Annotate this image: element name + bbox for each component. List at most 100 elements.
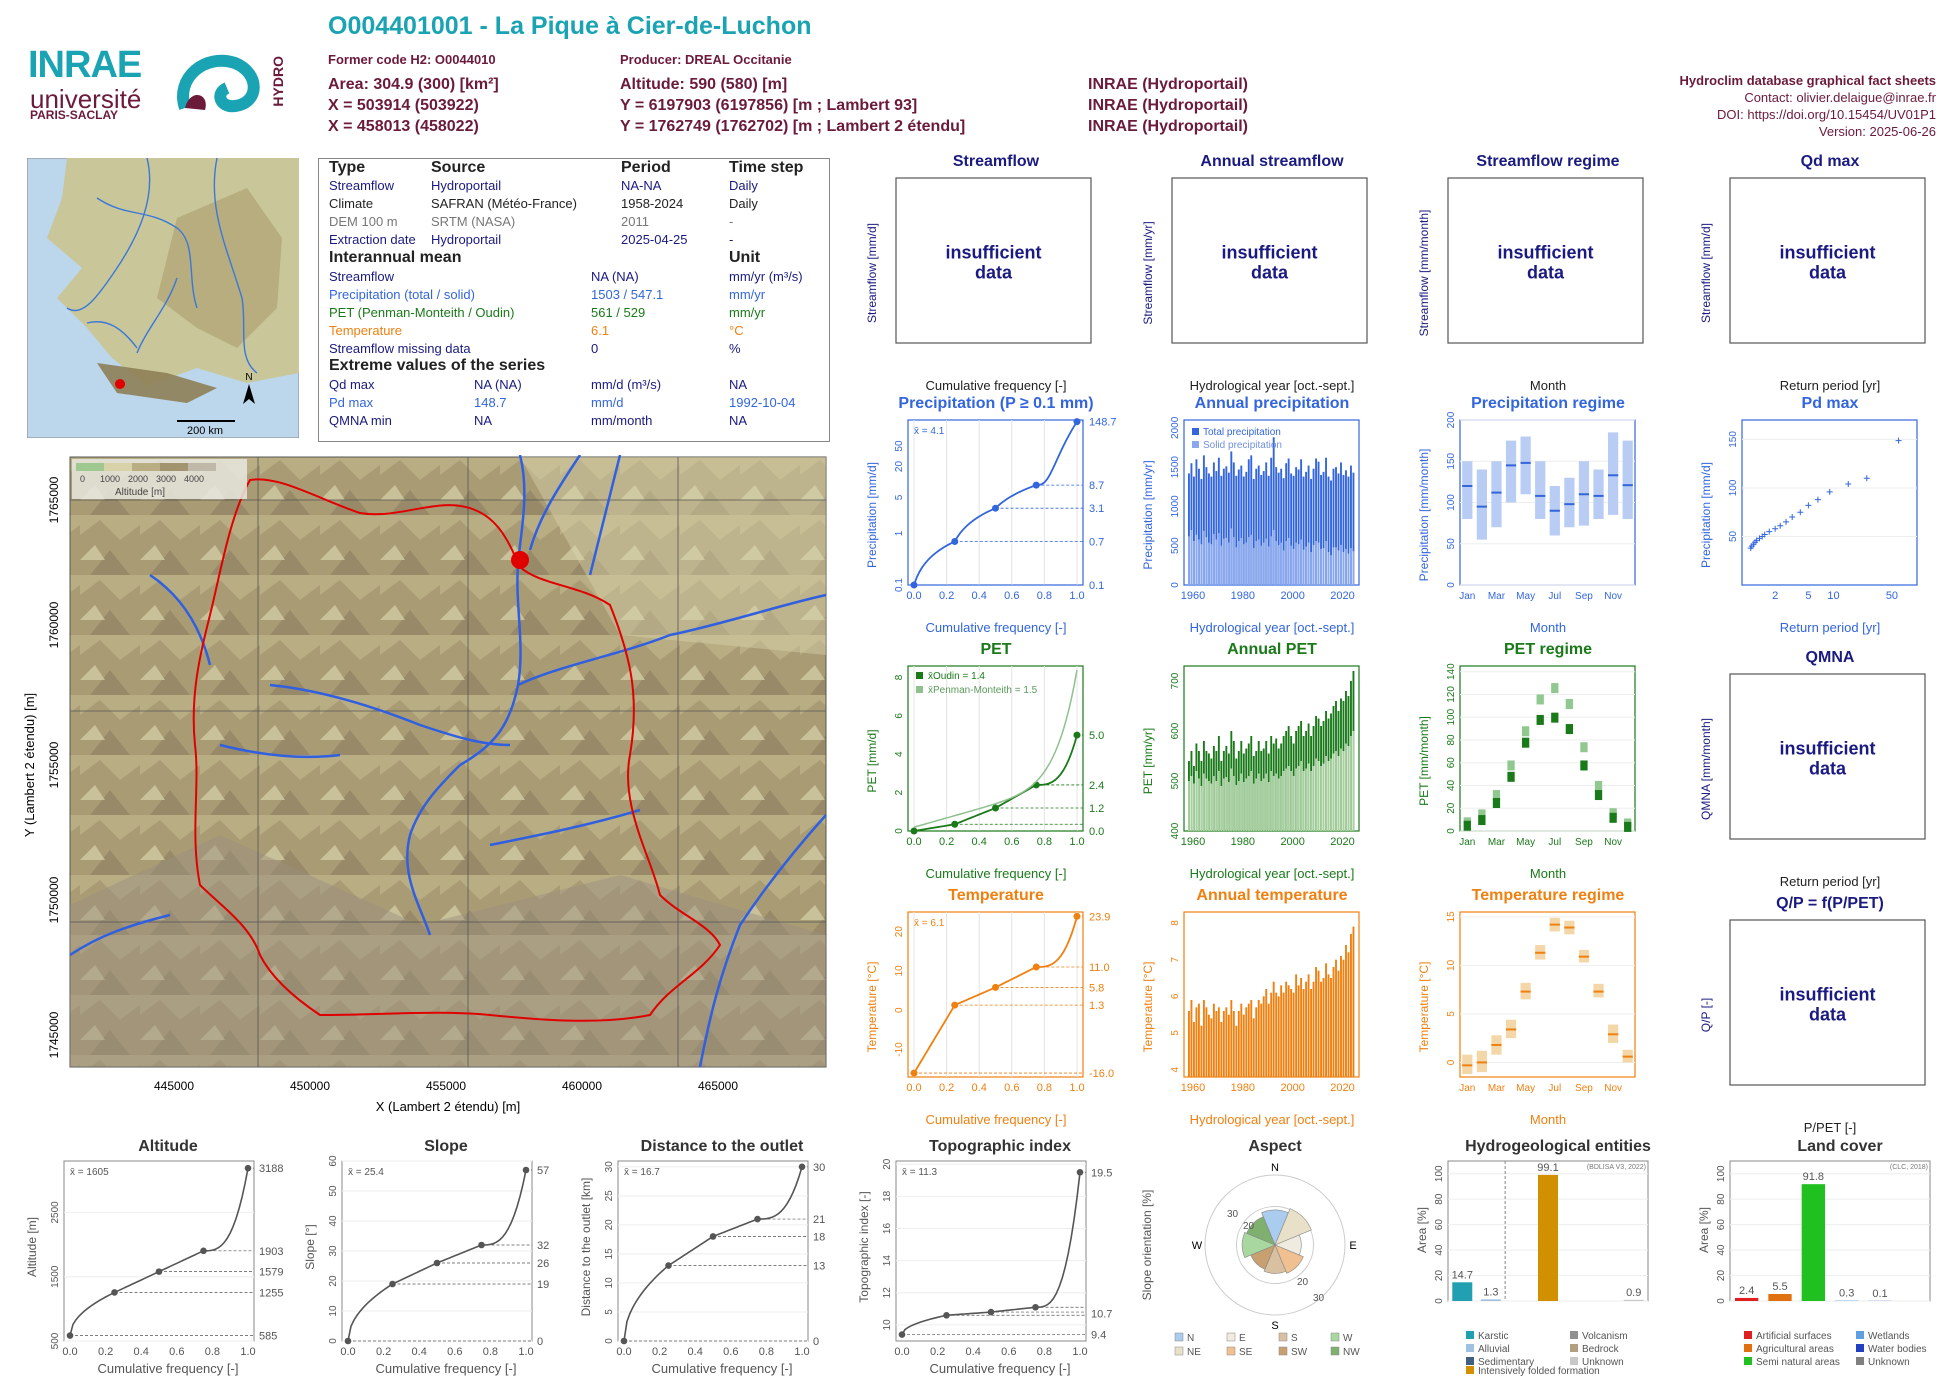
qmna-xlabel: Return period [yr] bbox=[1780, 874, 1880, 889]
topo-rtick: 9.4 bbox=[1091, 1330, 1106, 1342]
topo-xtick: 1.0 bbox=[1072, 1346, 1087, 1358]
pet-legend-2: x̄Penman-Monteith = 1.5 bbox=[928, 685, 1038, 696]
annual_pet-bar bbox=[1197, 778, 1200, 831]
annual_precip-bar bbox=[1287, 458, 1290, 585]
annual_precip-bar bbox=[1257, 539, 1260, 585]
precip_regime-xtick: Jan bbox=[1459, 591, 1475, 602]
annual_temperature-bar bbox=[1312, 981, 1315, 1077]
annual_temperature-chart: Annual temperature Temperature [°C] Hydrol… bbox=[1141, 887, 1360, 1127]
annual_pet-bar bbox=[1292, 776, 1295, 831]
svg-text:Y (Lambert 2 étendu) [m]: Y (Lambert 2 étendu) [m] bbox=[22, 693, 37, 837]
annual_temperature-bar bbox=[1325, 963, 1327, 1077]
hydrogeo-bar bbox=[1538, 1174, 1558, 1301]
annual_pet-bar bbox=[1325, 756, 1327, 831]
topo-ytick: 16 bbox=[882, 1223, 893, 1235]
distance-ytick: 10 bbox=[604, 1277, 615, 1289]
annual_precip-bar bbox=[1300, 459, 1303, 585]
svg-text:Altitude [m]: Altitude [m] bbox=[115, 487, 165, 498]
precip-regime-box bbox=[1535, 461, 1546, 519]
annual_pet-bar bbox=[1287, 766, 1290, 831]
paris-saclay-logo: PARIS-SACLAY bbox=[30, 108, 119, 122]
slope-point bbox=[389, 1280, 396, 1288]
hydrogeo-source: (BDLISA V3, 2022) bbox=[1587, 1164, 1646, 1171]
annual_precip-bar bbox=[1325, 457, 1327, 585]
annual_precip-bar bbox=[1242, 476, 1245, 585]
annual_pet-bar bbox=[1257, 773, 1260, 831]
distance-chart: Distance to the outlet Distance to the ou… bbox=[579, 1138, 825, 1376]
pd-max-xtick: 2 bbox=[1772, 590, 1778, 602]
annual_precip-chart: Annual precipitation Precipitation [mm/yr… bbox=[1141, 395, 1360, 635]
annual_precip-bar bbox=[1345, 470, 1347, 585]
streamflow-chart: Streamflow Streamflow [mm/d] Cumulative fr… bbox=[865, 153, 1092, 393]
landcover-ytick: 80 bbox=[1716, 1193, 1727, 1205]
annual_temperature-bar bbox=[1255, 1007, 1258, 1077]
annual_precip-bar bbox=[1190, 530, 1193, 585]
annual_precip-bar bbox=[1262, 471, 1265, 585]
slope-point bbox=[478, 1241, 485, 1249]
pd-max-point bbox=[1789, 514, 1796, 521]
inrae-logo: INRAE bbox=[28, 44, 142, 86]
annual_streamflow-note-1: insufficient bbox=[1221, 243, 1317, 263]
annual_precip-bar bbox=[1235, 475, 1238, 585]
qd_max-ylabel: Streamflow [mm/d] bbox=[1699, 223, 1713, 323]
annual_precip-bar bbox=[1195, 534, 1198, 585]
annual_pet-xtick: 1960 bbox=[1181, 836, 1205, 848]
slope-rtick: 57 bbox=[537, 1165, 549, 1177]
annual_pet-bar bbox=[1322, 763, 1325, 831]
svg-text:1745000: 1745000 bbox=[47, 1011, 61, 1058]
former-code: Former code H2: O0044010 bbox=[328, 52, 496, 67]
annual_precip-bar bbox=[1332, 547, 1335, 585]
precip_regime-ytick: 150 bbox=[1446, 452, 1457, 469]
annual_temperature-bar bbox=[1330, 978, 1332, 1077]
landcover-legend: Water bodies bbox=[1868, 1344, 1927, 1355]
annual_precip-bar bbox=[1215, 539, 1218, 585]
temperature_regime-xtick: Nov bbox=[1604, 1083, 1622, 1094]
slope-rtick: 0 bbox=[537, 1336, 543, 1348]
y-lambert2e: Y = 1762749 (1762702) [m ; Lambert 2 éte… bbox=[620, 118, 966, 135]
landcover-value: 2.4 bbox=[1739, 1285, 1754, 1297]
annual_precip-bar bbox=[1257, 465, 1260, 585]
annual_precip-bar bbox=[1205, 537, 1208, 585]
annual_pet-bar bbox=[1217, 771, 1220, 831]
distance-rtick: 21 bbox=[813, 1214, 825, 1226]
temperature_regime-ytick: 10 bbox=[1446, 959, 1457, 971]
precip-regime-box bbox=[1491, 461, 1502, 528]
slope-ytick: 30 bbox=[328, 1245, 339, 1257]
aspect-sector-S bbox=[1263, 1244, 1287, 1274]
annual_precip-bar bbox=[1295, 542, 1298, 585]
svg-text:4000: 4000 bbox=[184, 474, 204, 484]
temperature_regime-xtick: Mar bbox=[1488, 1083, 1506, 1094]
precip-ytick: 50 bbox=[894, 440, 905, 452]
annual_precip-bar bbox=[1347, 476, 1350, 585]
pet-rtick: 5.0 bbox=[1089, 730, 1104, 742]
pet_regime-ytick: 100 bbox=[1446, 708, 1457, 725]
precip-regime-box bbox=[1520, 436, 1531, 495]
annual_precip-bar bbox=[1322, 471, 1325, 585]
slope-rtick: 19 bbox=[537, 1279, 549, 1291]
annual_temperature-xtick: 1980 bbox=[1231, 1082, 1255, 1094]
pet-regime-oudin bbox=[1536, 714, 1544, 725]
pet-regime-oudin bbox=[1580, 760, 1588, 771]
annual_precip-bar bbox=[1192, 541, 1195, 585]
annual_pet-xtick: 2000 bbox=[1280, 836, 1304, 848]
qmna-ylabel: QMNA [mm/month] bbox=[1699, 718, 1713, 820]
annual_precip-bar bbox=[1220, 475, 1223, 585]
hydrogeo-value: 0.9 bbox=[1626, 1287, 1641, 1299]
annual_precip-bar bbox=[1245, 471, 1248, 585]
pet-ytick: 0 bbox=[894, 828, 905, 834]
annual_temperature-bar bbox=[1225, 1007, 1228, 1077]
q_p-chart: Q/P = f(P/PET) Q/P [-] P/PET [-] insufficie… bbox=[1699, 895, 1926, 1135]
annual_precip-bar bbox=[1340, 462, 1342, 585]
database-info: Hydroclim database graphical fact sheets… bbox=[1680, 72, 1936, 140]
annual_temperature-xtick: 2020 bbox=[1330, 1082, 1354, 1094]
precip-title: Precipitation (P ≥ 0.1 mm) bbox=[898, 395, 1093, 412]
annual_temperature-bar bbox=[1307, 974, 1310, 1077]
pet-point bbox=[1073, 731, 1081, 739]
annual_precip-bar bbox=[1232, 462, 1235, 585]
distance-xlabel: Cumulative frequency [-] bbox=[652, 1361, 793, 1376]
precip-curve bbox=[913, 421, 1078, 586]
pet_regime-ytick: 80 bbox=[1446, 734, 1457, 746]
precip-regime-box bbox=[1505, 440, 1517, 503]
page-title: O004401001 - La Pique à Cier-de-Luchon bbox=[328, 12, 812, 40]
annual_pet-bar bbox=[1315, 758, 1318, 831]
